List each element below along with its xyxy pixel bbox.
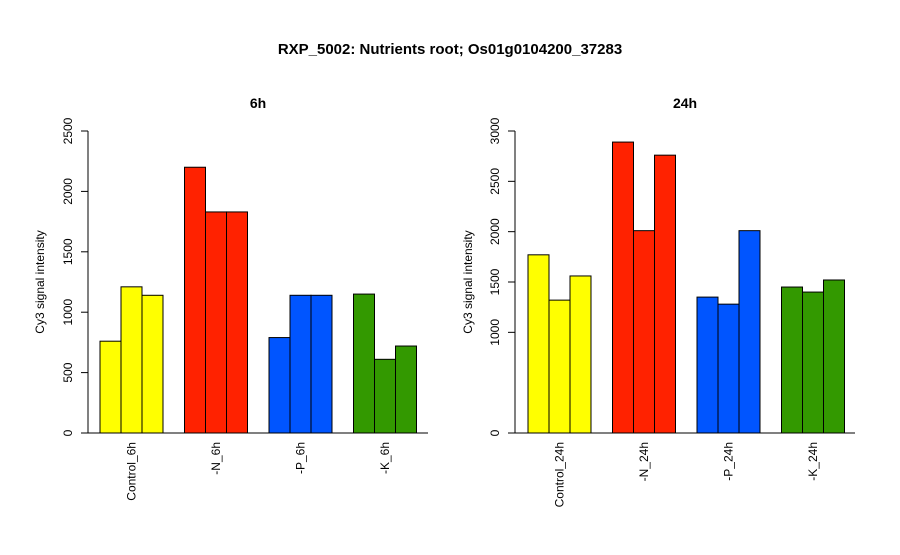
bar: [184, 166, 206, 434]
bar: [802, 291, 824, 434]
x-category-label: -K_6h: [378, 442, 392, 474]
bar: [141, 294, 164, 434]
bar: [205, 211, 227, 434]
main-title: RXP_5002: Nutrients root; Os01g0104200_3…: [278, 41, 622, 58]
y-tick-label: 1000: [488, 319, 502, 346]
y-tick-label: 0: [61, 429, 75, 436]
bar: [120, 286, 143, 434]
bar: [696, 296, 719, 434]
bar: [823, 279, 845, 434]
y-tick-label: 1000: [61, 299, 75, 326]
y-tick-label: 0: [488, 429, 502, 436]
y-tick-label: 2500: [61, 117, 75, 144]
y-axis-label: Cy3 signal intensity: [461, 230, 475, 333]
bar: [654, 154, 676, 434]
bar: [527, 254, 550, 434]
y-tick-label: 2000: [61, 178, 75, 205]
x-category-label: -N_24h: [637, 442, 651, 481]
y-tick-label: 2000: [488, 218, 502, 245]
bar: [548, 299, 571, 434]
bar: [268, 337, 291, 434]
y-axis-label: Cy3 signal intensity: [33, 230, 47, 333]
y-tick-label: 500: [61, 362, 75, 382]
x-category-label: -N_6h: [209, 442, 223, 475]
bar: [781, 286, 803, 434]
bar: [569, 275, 592, 434]
bar: [310, 294, 333, 434]
bar: [395, 345, 417, 434]
y-tick-label: 2500: [488, 168, 502, 195]
panel-title: 6h: [250, 95, 266, 111]
bar: [289, 294, 312, 434]
x-category-label: -K_24h: [806, 442, 820, 481]
bar: [353, 293, 375, 434]
bar: [717, 303, 740, 434]
panel-title: 24h: [673, 95, 697, 111]
bar: [374, 358, 396, 434]
x-category-label: -P_24h: [722, 442, 736, 481]
bar: [633, 230, 655, 434]
bar: [226, 211, 248, 434]
x-category-label: Control_24h: [553, 442, 567, 507]
y-tick-label: 3000: [488, 117, 502, 144]
x-category-label: -P_6h: [294, 442, 308, 474]
bar: [99, 340, 122, 434]
y-tick-label: 1500: [61, 238, 75, 265]
bar: [612, 141, 634, 434]
x-category-label: Control_6h: [125, 442, 139, 501]
y-tick-label: 1500: [488, 268, 502, 295]
bar: [738, 230, 761, 434]
